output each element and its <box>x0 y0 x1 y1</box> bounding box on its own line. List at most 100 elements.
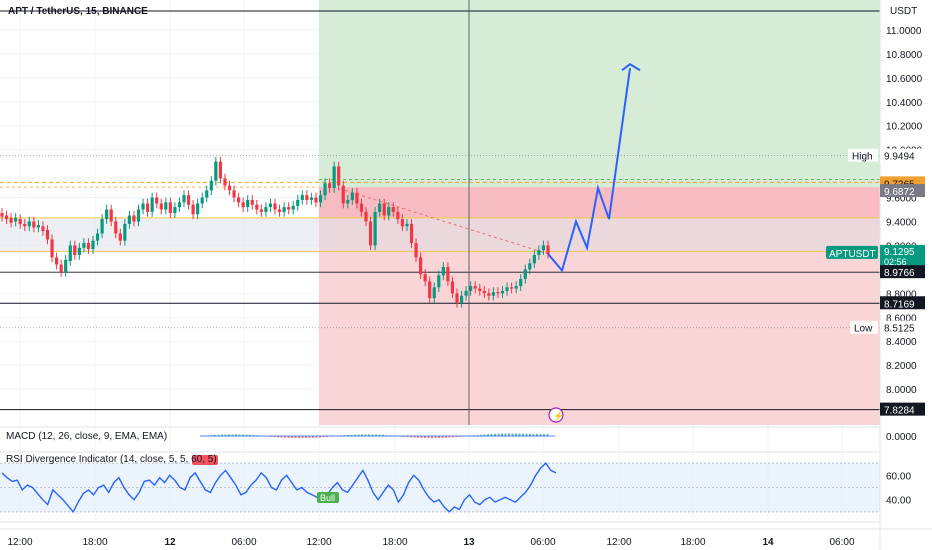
time-tick-label: 18:00 <box>82 537 107 548</box>
candle-body <box>86 243 91 250</box>
candle-body <box>73 245 77 255</box>
macd-bar <box>532 433 535 437</box>
rsi-tick-label: 40.00 <box>886 496 911 507</box>
price-tick-label: 8.2000 <box>886 361 917 372</box>
currency-label[interactable]: USDT <box>890 6 917 17</box>
candle-body <box>359 203 364 212</box>
candle-body <box>118 233 122 241</box>
candle-body <box>487 293 491 296</box>
rsi-line <box>1 462 557 514</box>
candle-body <box>100 219 104 234</box>
macd-bar <box>490 434 493 437</box>
candle-body <box>400 219 404 227</box>
candle-body <box>478 288 482 291</box>
position-zones <box>0 0 880 425</box>
price-axis[interactable]: 11.000010.800010.600010.400010.200010.00… <box>826 0 932 550</box>
macd-bar <box>438 436 440 439</box>
candle-body <box>164 202 168 210</box>
candle-body <box>41 226 45 232</box>
macd-value: 0.0000 <box>886 432 917 443</box>
time-tick-label: 06:00 <box>231 537 256 548</box>
macd-bar <box>224 434 227 437</box>
candle-body <box>405 223 409 227</box>
price-tick-label: 10.6000 <box>886 74 923 85</box>
candle-body <box>114 221 118 234</box>
time-tick-label: 12:00 <box>306 537 331 548</box>
candle-body <box>209 180 213 191</box>
bear-badge <box>192 455 218 465</box>
candle-body <box>268 203 273 208</box>
candle-body <box>296 199 300 206</box>
candle-body <box>32 221 36 228</box>
time-axis[interactable]: 12:00 18:00 12 06:00 12:00 18:00 13 06:00 12:00 1… <box>0 528 932 548</box>
macd-bar <box>522 433 524 437</box>
candle-body <box>287 207 291 210</box>
time-tick-label: 06:00 <box>530 537 555 548</box>
candle-body <box>150 197 154 212</box>
macd-bar <box>235 434 237 437</box>
macd-bar <box>410 436 412 438</box>
candle-body <box>391 207 395 212</box>
macd-bar <box>539 434 542 437</box>
lightning-marker[interactable] <box>548 407 564 423</box>
entry-value-bg <box>880 184 925 198</box>
macd-bar <box>504 433 507 437</box>
time-tick-label: 06:00 <box>829 537 854 548</box>
candle-body <box>27 221 31 227</box>
candle-body <box>237 197 241 203</box>
stop-value-bg <box>880 402 925 416</box>
candle-body <box>146 203 150 212</box>
symbol-tag-bg <box>826 245 878 259</box>
macd-bar <box>305 436 307 439</box>
candle-body <box>305 195 309 200</box>
symbol-tag: APTUSDT <box>829 249 876 260</box>
candle-body <box>273 203 277 210</box>
candle-body <box>346 199 350 204</box>
price-tick-label: 10.4000 <box>886 98 923 109</box>
candle-body <box>309 197 313 200</box>
candle-body <box>387 207 391 216</box>
candle-body <box>14 217 18 222</box>
candle-body <box>428 281 432 299</box>
macd-bar <box>494 433 496 437</box>
macd-bar <box>326 436 328 437</box>
bull-label: Bull <box>320 493 335 503</box>
candle-body <box>177 202 182 208</box>
macd-bar <box>511 433 514 437</box>
macd-bar <box>515 433 517 437</box>
rsi-label: RSI Divergence Indicator (14, close, 5, … <box>6 454 217 465</box>
support-2-value-bg <box>880 296 925 310</box>
candle-body <box>0 213 4 217</box>
candle-body <box>528 263 532 270</box>
macd-bar <box>361 434 363 437</box>
candle-body <box>232 190 236 198</box>
candle-body <box>227 185 232 191</box>
candle-body <box>55 257 59 265</box>
candle-body <box>109 209 113 222</box>
candle-body <box>482 290 486 294</box>
candle-body <box>186 195 191 205</box>
candle-body <box>23 223 27 227</box>
time-tick-label: 18:00 <box>382 537 407 548</box>
candle-body <box>59 264 63 272</box>
macd-bar <box>483 434 486 437</box>
macd-bar <box>312 436 314 438</box>
candle-body <box>328 183 332 188</box>
support-2-value: 8.7169 <box>884 299 915 310</box>
macd-bar <box>448 436 451 438</box>
candle-body <box>368 221 373 246</box>
candle-body <box>382 203 386 216</box>
candle-body <box>332 166 336 188</box>
price-tick-label: 9.6000 <box>886 194 917 205</box>
macd-bar <box>459 436 461 437</box>
macd-bar <box>287 436 290 438</box>
candle-body <box>450 281 455 294</box>
symbol-title: APT / TetherUS, 15, BINANCE <box>8 6 148 17</box>
macd-bar <box>417 436 419 438</box>
candle-body <box>341 185 345 204</box>
high-value: 9.9494 <box>884 152 915 163</box>
macd-bar <box>319 436 321 438</box>
high-label: High <box>852 152 873 163</box>
candle-body <box>337 166 341 186</box>
